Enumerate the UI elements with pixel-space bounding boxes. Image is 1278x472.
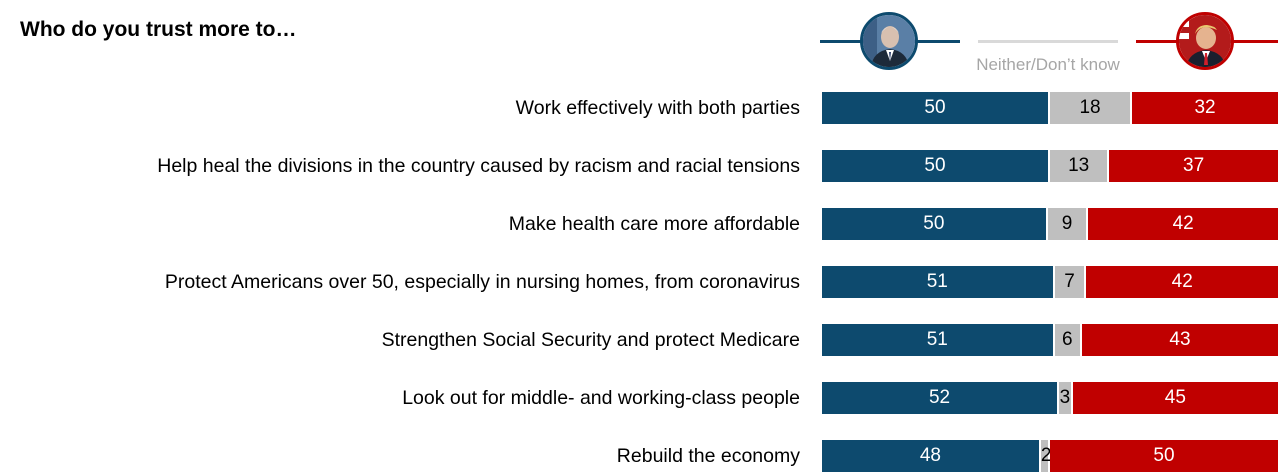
chart-row: Look out for middle- and working-class p… — [0, 382, 1278, 414]
category-label: Help heal the divisions in the country c… — [157, 155, 800, 177]
stacked-bar: 50 9 42 — [822, 208, 1278, 240]
stacked-bar: 50 13 37 — [822, 150, 1278, 182]
bar-segment-neither: 3 — [1059, 382, 1073, 414]
stacked-bar: 50 18 32 — [822, 92, 1278, 124]
bar-segment-neither: 13 — [1050, 150, 1110, 182]
chart-title: Who do you trust more to… — [20, 18, 297, 41]
category-label: Rebuild the economy — [616, 445, 800, 467]
bar-segment-neither: 18 — [1050, 92, 1133, 124]
bar-segment-candidate-a: 48 — [822, 440, 1041, 472]
chart-row: Work effectively with both parties 50 18 32 — [0, 92, 1278, 124]
category-label: Look out for middle- and working-class p… — [402, 387, 800, 409]
bar-segment-candidate-a: 51 — [822, 266, 1055, 298]
bar-segment-candidate-b: 45 — [1072, 382, 1278, 414]
category-label: Strengthen Social Security and protect M… — [381, 329, 800, 351]
bar-segment-candidate-a: 50 — [822, 150, 1050, 182]
bar-segment-candidate-b: 37 — [1109, 150, 1278, 182]
chart-row: Make health care more affordable 50 9 42 — [0, 208, 1278, 240]
stacked-bar: 48 2 50 — [822, 440, 1278, 472]
bar-segment-candidate-b: 50 — [1049, 440, 1278, 472]
category-label: Protect Americans over 50, especially in… — [164, 271, 800, 293]
bar-segment-candidate-b: 32 — [1132, 92, 1278, 124]
candidate-b-portrait-icon — [1176, 12, 1234, 70]
stacked-bar: 51 7 42 — [822, 266, 1278, 298]
bar-segment-candidate-b: 42 — [1088, 208, 1278, 240]
chart-row: Rebuild the economy 48 2 50 — [0, 440, 1278, 472]
bar-segment-candidate-b: 42 — [1086, 266, 1278, 298]
category-label: Work effectively with both parties — [515, 97, 800, 119]
legend-neither-label: Neither/Don’t know — [976, 55, 1120, 74]
stacked-bar: 51 6 43 — [822, 324, 1278, 356]
legend-line-neither — [978, 40, 1118, 43]
category-label: Make health care more affordable — [508, 213, 800, 235]
bar-segment-candidate-b: 43 — [1081, 324, 1278, 356]
bar-segment-candidate-a: 52 — [822, 382, 1060, 414]
candidate-a-portrait-icon — [860, 12, 918, 70]
bar-segment-neither: 7 — [1054, 266, 1087, 298]
stacked-bar: 52 3 45 — [822, 382, 1278, 414]
bar-segment-neither: 9 — [1047, 208, 1089, 240]
legend: Neither/Don’t know — [800, 0, 1278, 90]
chart-row: Help heal the divisions in the country c… — [0, 150, 1278, 182]
chart-row: Protect Americans over 50, especially in… — [0, 266, 1278, 298]
bar-segment-neither: 2 — [1040, 440, 1051, 472]
bar-segment-neither: 6 — [1054, 324, 1082, 356]
chart-row: Strengthen Social Security and protect M… — [0, 324, 1278, 356]
bar-segment-candidate-a: 51 — [822, 324, 1055, 356]
bar-segment-candidate-a: 50 — [822, 92, 1050, 124]
bar-segment-candidate-a: 50 — [822, 208, 1048, 240]
